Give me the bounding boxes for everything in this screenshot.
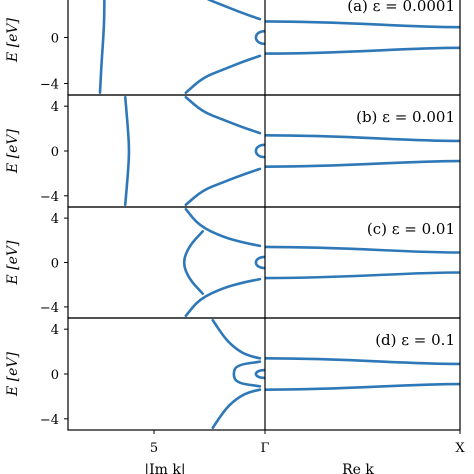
right-band-lower <box>264 159 460 168</box>
y-tick-label: 0 <box>51 145 59 160</box>
gamma-loop <box>254 29 266 46</box>
right-band-lower <box>264 382 460 391</box>
y-axis-label: E [eV] <box>5 240 21 286</box>
y-axis-label: E [eV] <box>5 351 21 397</box>
left-branch-inner <box>232 360 262 388</box>
gamma-loop <box>254 255 266 270</box>
y-tick-label: 0 <box>51 257 59 272</box>
right-band-lower <box>264 46 460 55</box>
left-branch-lower <box>184 277 262 318</box>
panel-curves <box>182 207 460 318</box>
bottom-axis: 5 Γ X |Im k| Re k <box>144 441 465 474</box>
y-axis-label: E [eV] <box>5 17 21 63</box>
y-tick-label: 4 <box>51 100 59 115</box>
gamma-loop <box>254 368 266 380</box>
left-branch-upper <box>184 207 262 248</box>
panels-layer: −4 0 E [eV] (a) ε = 0.0001 −4 0 4 E [eV] (b) ε =… <box>5 0 461 434</box>
gamma-loop <box>254 143 266 159</box>
right-band-upper <box>264 20 460 29</box>
y-tick-label: −4 <box>40 413 59 428</box>
panel-4: −4 0 4 E [eV] (d) ε = 0.1 <box>5 317 461 431</box>
left-branch-lower <box>184 54 262 94</box>
panel-label: (d) ε = 0.1 <box>375 331 455 349</box>
left-branch-lower <box>184 167 262 207</box>
x-tick-label-5: 5 <box>150 441 158 456</box>
left-branch-upper <box>206 0 262 21</box>
x-tick-label-gamma: Γ <box>260 441 269 456</box>
right-band-lower <box>264 271 460 280</box>
panel-curves <box>98 0 460 94</box>
left-branch-bulge <box>182 230 205 295</box>
panel-label: (a) ε = 0.0001 <box>347 0 455 15</box>
left-branch-far <box>98 0 106 94</box>
panel-label: (b) ε = 0.001 <box>356 108 455 126</box>
right-band-upper <box>264 245 460 254</box>
y-tick-label: 4 <box>51 212 59 227</box>
x-axis-label-right: Re k <box>342 462 374 474</box>
right-band-upper <box>264 134 460 143</box>
panel-curves <box>123 95 460 207</box>
right-band-upper <box>264 357 460 366</box>
panel-label: (c) ε = 0.01 <box>367 220 455 238</box>
y-tick-label: −4 <box>40 78 59 93</box>
x-tick-label-x: X <box>455 441 465 456</box>
left-branch-upper <box>184 95 262 135</box>
y-tick-label: 0 <box>51 368 59 383</box>
y-axis-label: E [eV] <box>5 128 21 174</box>
y-tick-label: 4 <box>51 323 59 338</box>
y-tick-label: 0 <box>51 32 59 47</box>
panel-3: −4 0 4 E [eV] (c) ε = 0.01 <box>5 206 461 319</box>
panel-curves <box>211 318 460 430</box>
y-tick-label: −4 <box>40 301 59 316</box>
left-branch-lower <box>211 388 262 430</box>
left-branch-upper <box>211 318 262 360</box>
x-axis-label-left: |Im k| <box>144 462 185 474</box>
y-tick-label: −4 <box>40 190 59 205</box>
panel-2: −4 0 4 E [eV] (b) ε = 0.001 <box>5 94 461 208</box>
panel-1: −4 0 E [eV] (a) ε = 0.0001 <box>5 0 461 96</box>
left-branch-far <box>123 95 131 207</box>
